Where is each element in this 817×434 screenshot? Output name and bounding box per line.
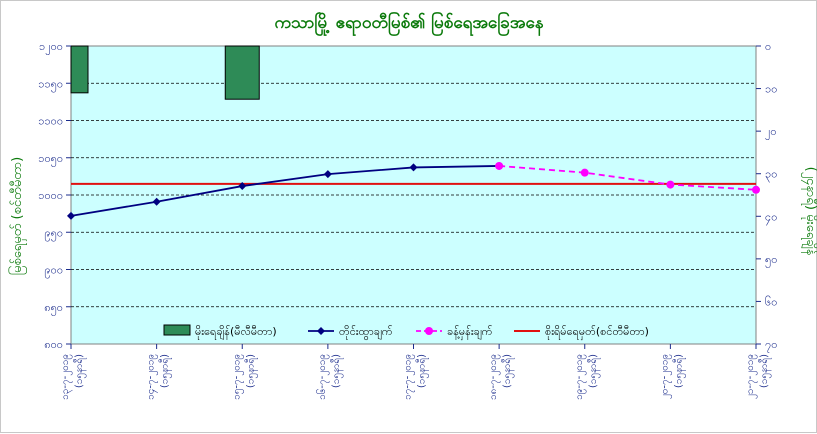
x-tick-label: ၁၄-၇-၂၀၁၉ (၁၅နာရီ): [146, 354, 173, 400]
legend-label: ခန့်မှန်းချက်: [447, 325, 493, 340]
rain-bar: [224, 45, 260, 100]
observed-point: [238, 182, 247, 191]
gridlines: [71, 82, 756, 308]
y-right-tick-label: ၇၀: [765, 338, 777, 353]
x-tick-label: ၂၁-၇-၂၀၁၉ (၁၅နာရီ): [745, 354, 772, 399]
x-tick-label: ၁၅-၇-၂၀၁၉ (၁၅နာရီ): [231, 354, 258, 400]
y-right-tick-label: ၆၀: [765, 295, 777, 308]
observed-point: [409, 163, 418, 172]
y-right-tick-label: ၂၀: [765, 125, 777, 140]
x-tick-label: ၁၆-၇-၂၀၁၉ (၁၅နာရီ): [315, 354, 344, 400]
x-tick-label: ၁၉-၇-၂၀၁၉ (၁၅နာရီ): [574, 354, 601, 400]
legend-marker-observed: [317, 327, 325, 335]
legend-label: မိုးရေချိန်(မီလီမီတာ): [195, 325, 277, 340]
y-left-tick-label: ၁၁၀၀: [38, 115, 63, 128]
forecast-point: [580, 168, 589, 177]
observed-point: [323, 170, 332, 179]
y-left-tick-label: ၁၂၀၀: [39, 40, 63, 55]
data-markers: [67, 161, 760, 220]
left-axis-label: မြစ်ရေမှတ် (စင်တီမီတာ): [8, 157, 27, 275]
y-right-tick-label: ၁၀: [765, 83, 777, 96]
y-left-tick-label: ၉၀၀: [44, 264, 63, 279]
y-left-tick-label: ၁၀၀၀: [38, 189, 63, 202]
legend: မိုးရေချိန်(မီလီမီတာ) တိုင်းထွာချက် ခန့်မှ…: [163, 324, 649, 340]
y-left-tick-label: ၉၅၀: [44, 226, 63, 241]
observed-point: [67, 211, 75, 220]
rainfall-bars: [70, 45, 260, 100]
chart-title: ကသာမြို့ ဧရာဝတီမြစ်၏ မြစ်ရေအခြေအနေ: [274, 10, 543, 37]
y-left-tick-label: ၈၅၀: [44, 301, 63, 316]
forecast-line: [499, 165, 757, 191]
y-right-tick-label: ၃၀: [765, 168, 777, 183]
right-axis-label: (၂၄နာရီ) မိုးရေချိန်: [801, 167, 817, 257]
x-tick-label: ၂၀-၇-၂၀၁၉ (၁၅နာရီ): [659, 354, 686, 399]
x-axis-ticks: ၁၃-၇-၂၀၁၉ (၁၅နာရီ) ၁၄-၇-၂၀၁၉ (၁၅နာရီ) ၁၅-၇-၂…: [60, 344, 772, 400]
y-right-tick-label: ၅၀: [765, 253, 777, 268]
legend-label: တိုင်းထွာချက်: [339, 325, 393, 340]
legend-marker-forecast: [425, 327, 433, 335]
x-tick-label: ၁၈-၇-၂၀၁၉ (၁၅နာရီ): [488, 354, 515, 400]
forecast-point: [666, 180, 675, 189]
y-left-tick-label: ၈၀၀: [44, 338, 63, 351]
y-left-tick-label: ၁၁၅၀: [38, 77, 63, 92]
observed-point: [152, 197, 161, 206]
forecast-point: [495, 161, 504, 170]
y-right-tick-label: ၄၀: [765, 210, 777, 225]
y-right-tick-label: ၀: [765, 40, 771, 53]
x-tick-label: ၁၇-၇-၂၀၁၉ (၁၅နာရီ): [403, 354, 430, 400]
legend-swatch-rain: [163, 324, 191, 336]
rain-bar: [70, 45, 89, 94]
forecast-point: [752, 185, 760, 194]
x-tick-label: ၁၃-၇-၂၀၁၉ (၁၅နာရီ): [60, 354, 87, 400]
legend-label: စိုးရိမ်ရေမှတ်(စင်တီမီတာ): [545, 325, 649, 340]
observed-line: [70, 165, 500, 217]
y-left-tick-label: ၁၀၅၀: [38, 152, 63, 167]
